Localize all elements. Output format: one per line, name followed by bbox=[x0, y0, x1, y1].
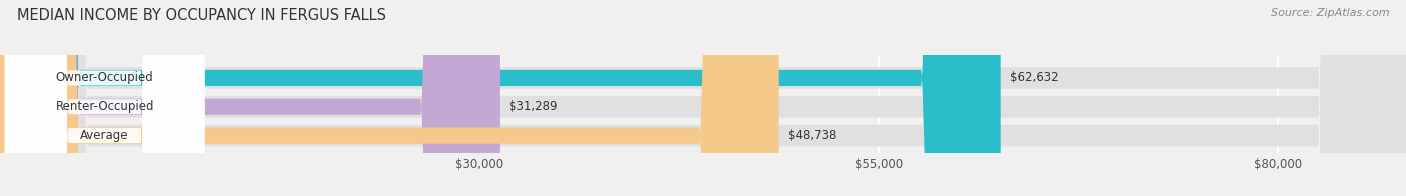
Text: MEDIAN INCOME BY OCCUPANCY IN FERGUS FALLS: MEDIAN INCOME BY OCCUPANCY IN FERGUS FAL… bbox=[17, 8, 385, 23]
Text: $31,289: $31,289 bbox=[509, 100, 558, 113]
FancyBboxPatch shape bbox=[4, 0, 204, 196]
Text: Source: ZipAtlas.com: Source: ZipAtlas.com bbox=[1271, 8, 1389, 18]
Text: Average: Average bbox=[80, 129, 129, 142]
FancyBboxPatch shape bbox=[4, 0, 204, 196]
Text: $48,738: $48,738 bbox=[789, 129, 837, 142]
FancyBboxPatch shape bbox=[0, 0, 1001, 196]
FancyBboxPatch shape bbox=[4, 0, 204, 196]
FancyBboxPatch shape bbox=[0, 0, 501, 196]
FancyBboxPatch shape bbox=[0, 0, 779, 196]
Text: Owner-Occupied: Owner-Occupied bbox=[56, 71, 153, 84]
Text: Renter-Occupied: Renter-Occupied bbox=[55, 100, 153, 113]
Text: $62,632: $62,632 bbox=[1011, 71, 1059, 84]
